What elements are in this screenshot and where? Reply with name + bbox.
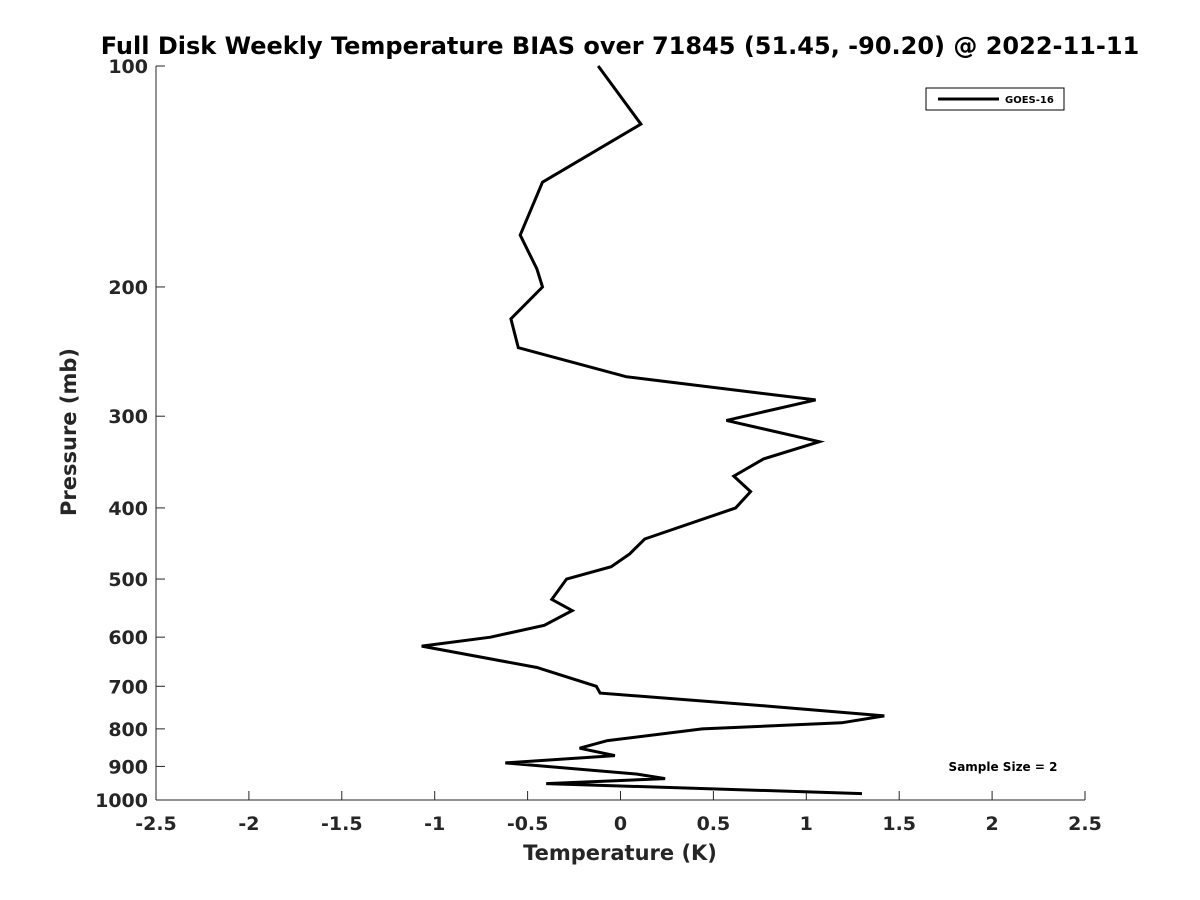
- x-tick-label: 0: [614, 813, 627, 835]
- y-tick-label: 200: [108, 277, 148, 299]
- x-axis-label: Temperature (K): [523, 841, 717, 865]
- x-tick-label: -1: [424, 813, 445, 835]
- axis-ticks: -2.5 -2 -1.5 -1 -0.5 0 0.5 1 1.5 2 2.5 100 200 300 400…: [95, 56, 1102, 835]
- x-tick-label: 0.5: [697, 813, 731, 835]
- chart-title: Full Disk Weekly Temperature BIAS over 7…: [101, 32, 1140, 60]
- sample-size-annotation: Sample Size = 2: [949, 760, 1058, 774]
- x-tick-label: -2: [238, 813, 259, 835]
- series-lines: [421, 65, 885, 796]
- x-tick-label: 2: [985, 813, 998, 835]
- y-tick-label: 500: [108, 569, 148, 591]
- y-tick-label: 300: [108, 406, 148, 428]
- y-tick-label: 700: [108, 676, 148, 698]
- x-tick-label: 1.5: [882, 813, 916, 835]
- legend-label: GOES-16: [1005, 95, 1054, 106]
- series-line-goes-16: [421, 65, 885, 796]
- legend: GOES-16: [925, 87, 1065, 111]
- y-tick-label: 900: [108, 756, 148, 778]
- x-tick-label: -1.5: [321, 813, 363, 835]
- y-axis-label: Pressure (mb): [57, 348, 81, 516]
- y-tick-label: 1000: [95, 790, 148, 812]
- y-tick-label: 100: [108, 56, 148, 78]
- y-tick-label: 400: [108, 498, 148, 520]
- plot-axes: [155, 66, 1085, 801]
- x-tick-label: -0.5: [507, 813, 549, 835]
- x-tick-label: -2.5: [135, 813, 177, 835]
- y-tick-label: 800: [108, 719, 148, 741]
- x-tick-label: 2.5: [1068, 813, 1102, 835]
- x-tick-label: 1: [800, 813, 813, 835]
- y-tick-label: 600: [108, 627, 148, 649]
